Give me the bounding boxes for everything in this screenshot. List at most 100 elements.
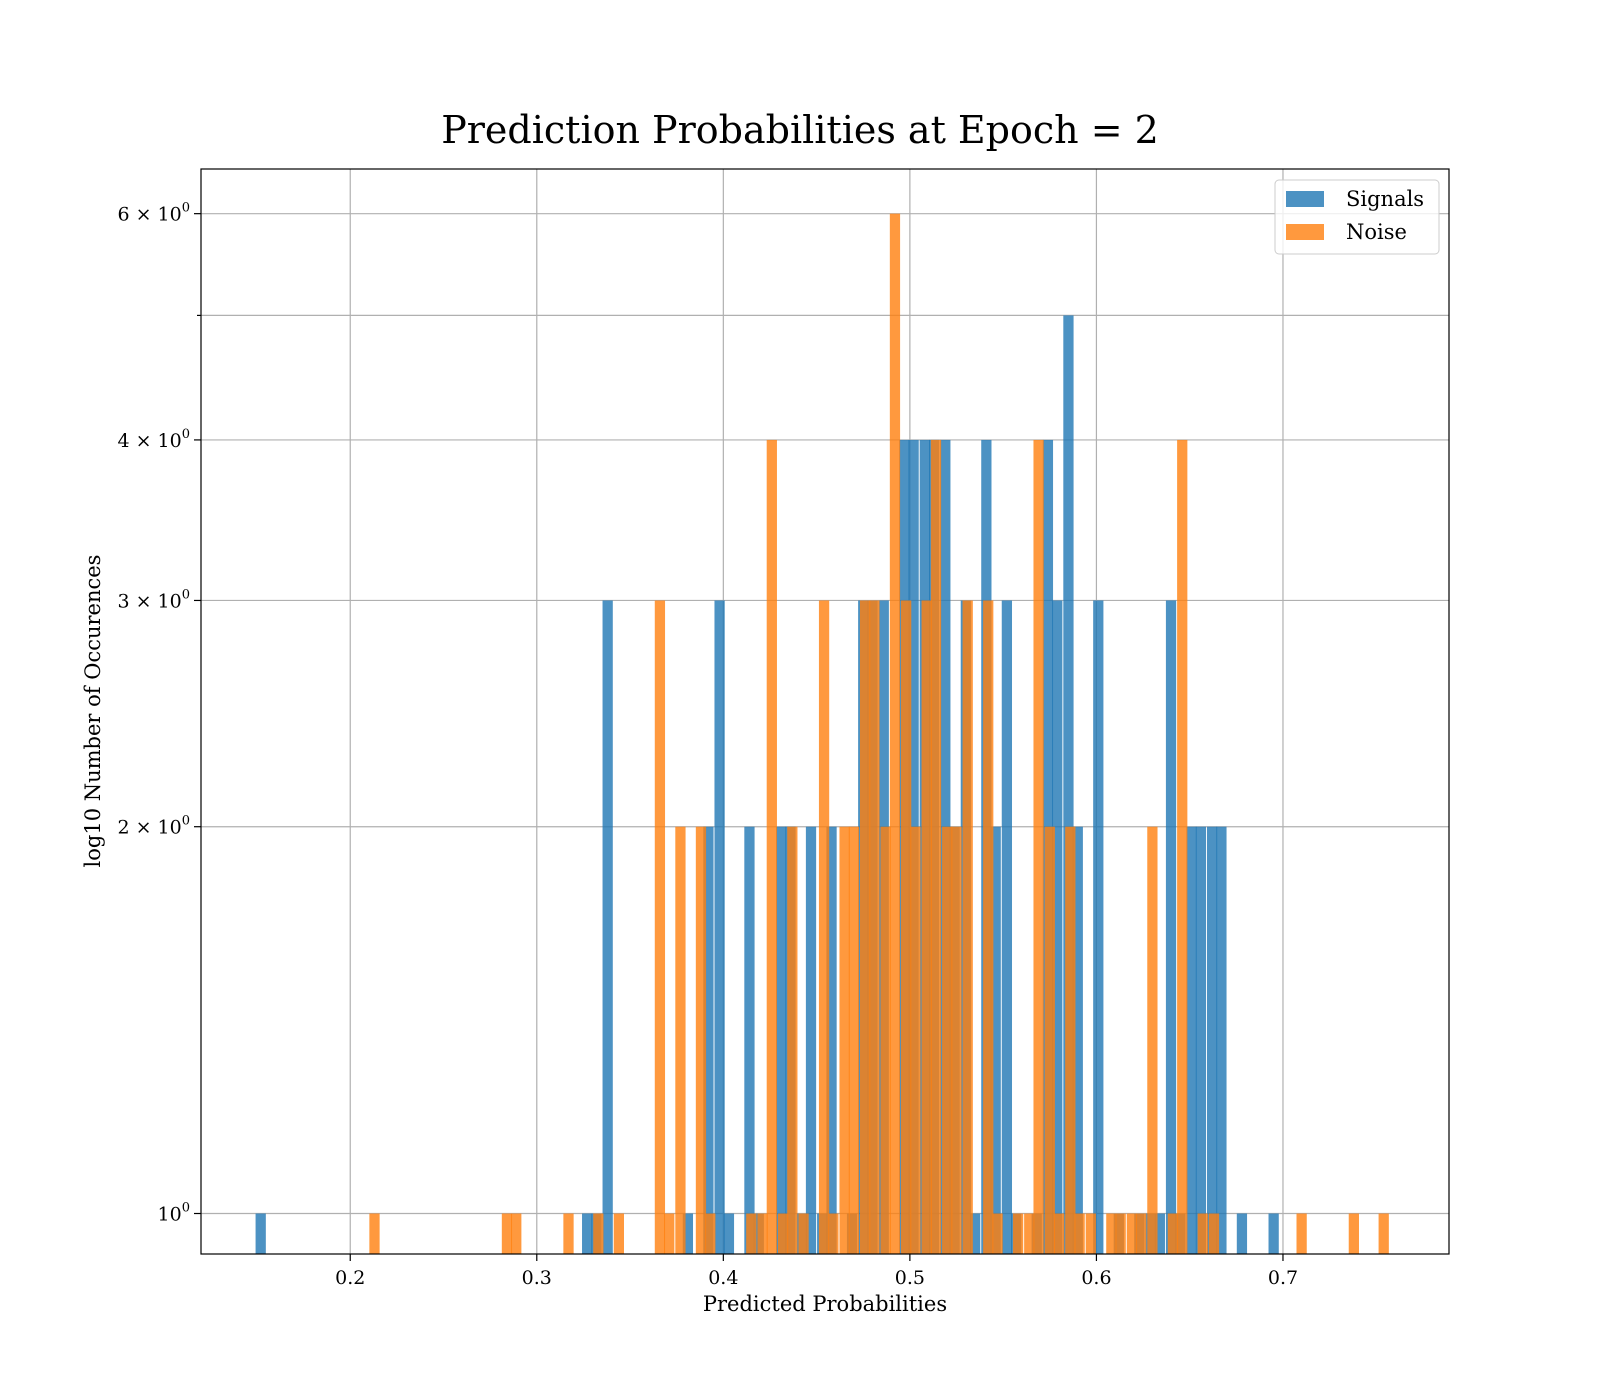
bar-noise-2 — [511, 1213, 522, 1254]
x-tick-label-5: 0.7 — [1268, 1267, 1298, 1289]
bar-noise-39 — [1065, 826, 1076, 1254]
y-tick-label-3: 4 × 100 — [117, 427, 190, 452]
bar-noise-43 — [1115, 1213, 1126, 1254]
bar-noise-24 — [889, 213, 901, 1254]
bar-noise-28 — [930, 439, 942, 1254]
bar-noise-36 — [1033, 439, 1044, 1254]
bar-noise-51 — [1296, 1213, 1307, 1254]
bar-signals-42 — [1165, 600, 1177, 1254]
bar-noise-31 — [962, 600, 973, 1254]
bar-noise-8 — [675, 826, 686, 1254]
bar-noise-53 — [1378, 1213, 1389, 1254]
y-tick-label-0: 100 — [158, 1201, 190, 1226]
bar-noise-47 — [1167, 1213, 1179, 1254]
bar-noise-46 — [1147, 826, 1158, 1254]
bar-signals-35 — [1063, 315, 1074, 1254]
bar-signals-46 — [1206, 826, 1218, 1254]
x-tick-label-4: 0.6 — [1081, 1267, 1111, 1289]
bar-noise-27 — [921, 600, 932, 1254]
bar-signals-13 — [805, 826, 817, 1254]
bar-noise-5 — [613, 1213, 624, 1254]
bar-signals-10 — [776, 826, 787, 1254]
x-tick-label-3: 0.5 — [895, 1267, 925, 1289]
bar-signals-30 — [1001, 600, 1013, 1254]
bar-noise-16 — [798, 1213, 809, 1254]
bar-noise-50 — [1208, 1213, 1220, 1254]
x-tick-label-1: 0.3 — [522, 1267, 552, 1289]
bar-noise-0 — [369, 1213, 380, 1254]
bar-noise-37 — [1044, 826, 1055, 1254]
bar-noise-30 — [951, 826, 962, 1254]
bar-signals-29 — [990, 826, 1001, 1254]
x-tick-label-0: 0.2 — [335, 1267, 365, 1289]
legend-label-signals: Signals — [1346, 187, 1424, 211]
bar-noise-45 — [1136, 1213, 1147, 1254]
bar-signals-5 — [703, 826, 714, 1254]
bar-noise-44 — [1126, 1213, 1137, 1254]
bar-noise-25 — [901, 600, 912, 1254]
bar-noise-48 — [1177, 439, 1188, 1254]
bar-noise-6 — [654, 600, 666, 1254]
bar-noise-34 — [1012, 1213, 1024, 1254]
bar-noise-4 — [593, 1213, 604, 1254]
bar-noise-26 — [910, 826, 921, 1254]
bar-noise-12 — [757, 1213, 768, 1254]
legend-label-noise: Noise — [1346, 220, 1407, 244]
bar-noise-40 — [1074, 1213, 1085, 1254]
bar-noise-29 — [942, 826, 953, 1254]
bar-signals-7 — [723, 1213, 735, 1254]
bar-signals-15 — [826, 826, 837, 1254]
bar-signals-1 — [582, 1213, 593, 1254]
bar-signals-47 — [1216, 826, 1227, 1254]
bar-signals-8 — [744, 826, 755, 1254]
bar-signals-45 — [1195, 826, 1207, 1254]
bar-signals-44 — [1186, 826, 1197, 1254]
bar-signals-34 — [1052, 600, 1063, 1254]
y-tick-label-2: 3 × 100 — [117, 587, 190, 612]
bar-noise-22 — [869, 600, 880, 1254]
bar-noise-23 — [880, 826, 891, 1254]
bar-signals-36 — [1072, 826, 1083, 1254]
bars — [255, 213, 1389, 1254]
x-axis-label: Predicted Probabilities — [703, 1292, 947, 1316]
bar-noise-3 — [563, 1213, 574, 1254]
bar-signals-0 — [255, 1213, 266, 1254]
bar-noise-18 — [828, 1213, 839, 1254]
bar-noise-38 — [1053, 1213, 1065, 1254]
bar-noise-17 — [818, 600, 830, 1254]
bar-noise-10 — [705, 1213, 716, 1254]
bar-noise-15 — [787, 826, 798, 1254]
legend: Signals Noise — [1274, 179, 1440, 255]
bar-noise-19 — [839, 826, 850, 1254]
bar-signals-41 — [1154, 1213, 1165, 1254]
bar-signals-48 — [1236, 1213, 1248, 1254]
bar-noise-20 — [848, 826, 860, 1254]
bar-signals-6 — [714, 600, 725, 1254]
bar-noise-41 — [1085, 1213, 1096, 1254]
bar-noise-33 — [992, 1213, 1003, 1254]
bar-noise-11 — [746, 1213, 757, 1254]
bar-noise-7 — [664, 1213, 675, 1254]
bar-signals-37 — [1093, 600, 1104, 1254]
bar-signals-27 — [970, 1213, 981, 1254]
y-axis-label: log10 Number of Occurences — [81, 555, 105, 868]
plot-frame — [200, 168, 1450, 1255]
bar-noise-9 — [695, 826, 707, 1254]
bar-noise-49 — [1197, 1213, 1208, 1254]
bar-signals-3 — [602, 600, 613, 1254]
bar-noise-52 — [1348, 1213, 1359, 1254]
x-tick-label-2: 0.4 — [708, 1267, 738, 1289]
bar-noise-1 — [501, 1213, 513, 1254]
y-tick-label-1: 2 × 100 — [117, 814, 190, 839]
chart-title: Prediction Probabilities at Epoch = 2 — [441, 108, 1159, 152]
bar-noise-21 — [859, 600, 871, 1254]
legend-swatch-signals — [1286, 191, 1324, 207]
bar-noise-35 — [1024, 1213, 1035, 1254]
bar-noise-42 — [1106, 1213, 1117, 1254]
y-tick-label-4: 6 × 100 — [117, 201, 190, 226]
bar-noise-14 — [777, 1213, 789, 1254]
bar-signals-4 — [682, 1213, 694, 1254]
bar-noise-32 — [983, 600, 994, 1254]
axis-ticks: 0.2 0.3 0.4 0.5 0.6 0.7 100 2 × 100 3 × 100 4 × 1… — [117, 201, 1298, 1289]
